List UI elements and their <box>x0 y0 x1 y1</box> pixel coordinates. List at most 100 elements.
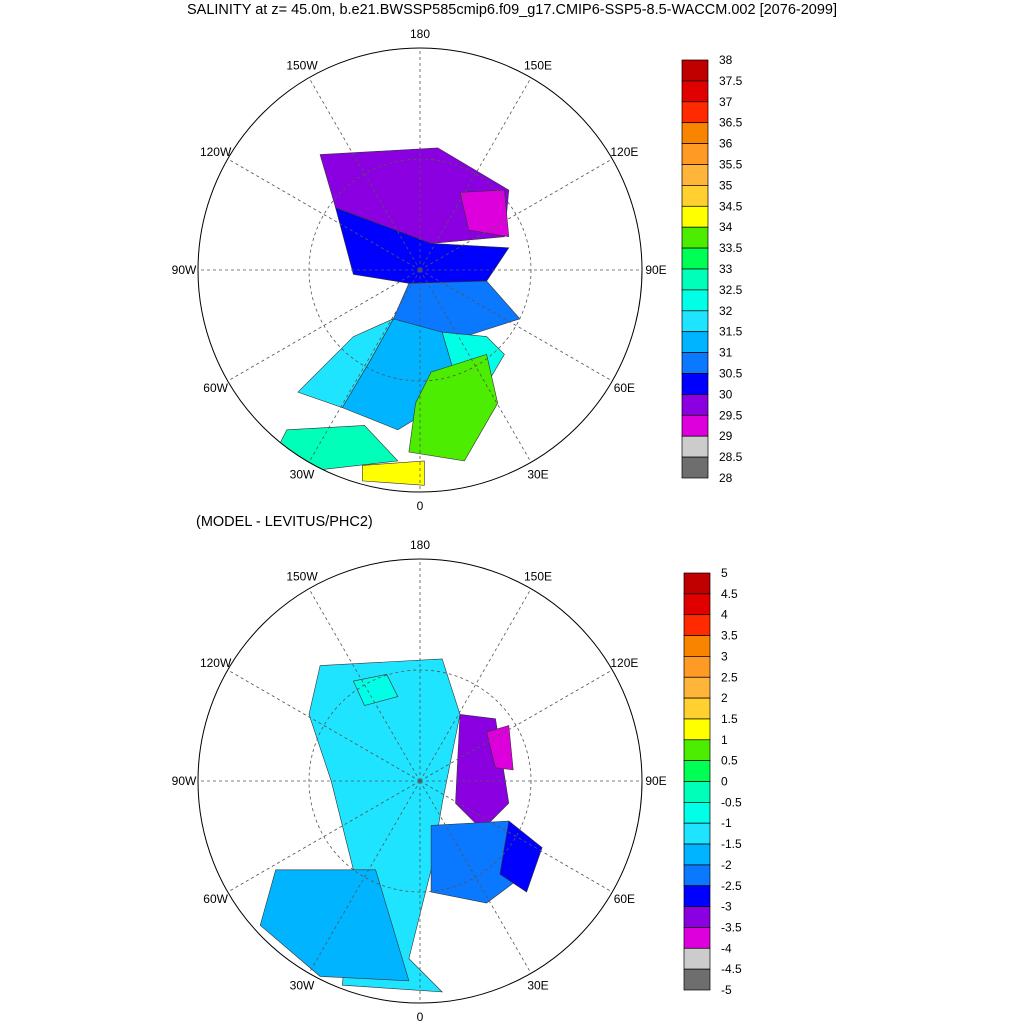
region-siberian-shelf <box>486 725 514 771</box>
colorbar-swatch <box>683 781 711 803</box>
colorbar-tick-label: 3.5 <box>721 629 738 643</box>
colorbar-swatch <box>683 697 711 720</box>
colorbar-tick-label: 34 <box>719 220 733 234</box>
colorbar-swatch <box>683 927 711 949</box>
meridian-line <box>308 588 421 782</box>
colorbar-swatch <box>681 101 709 124</box>
meridian-line <box>419 780 613 893</box>
map-boundary <box>197 558 643 1004</box>
meridian-line <box>227 158 421 271</box>
colorbar-tick-label: 29.5 <box>719 408 743 422</box>
longitude-label: 30E <box>527 467 548 481</box>
colorbar-swatch <box>683 572 711 595</box>
meridian-line <box>227 269 421 382</box>
colorbar-tick-label: 4.5 <box>721 587 738 601</box>
meridian-line <box>419 158 613 271</box>
polar-map-1: 180 150E 120E 90E 60E 30E 0 30W 60W 90W 120W 150W <box>172 27 667 513</box>
colorbar-swatch <box>683 676 711 699</box>
longitude-label: 180 <box>410 538 430 552</box>
colorbar-swatch <box>681 456 709 479</box>
colorbar-swatch <box>681 59 709 82</box>
colorbar-swatch <box>683 739 711 761</box>
longitude-label: 150W <box>286 570 318 584</box>
chart-title: SALINITY at z= 45.0m, b.e21.BWSSP585cmip… <box>186 2 837 18</box>
colorbar-swatch <box>683 801 711 824</box>
colorbar-swatch <box>683 635 711 657</box>
colorbar-swatch <box>683 593 711 616</box>
colorbar-swatch <box>683 968 711 991</box>
colorbar-swatch <box>681 205 709 228</box>
meridian-line <box>308 77 421 271</box>
colorbar-tick-label: 1 <box>721 733 728 747</box>
colorbar-tick-label: -2 <box>721 858 732 872</box>
longitude-label: 30E <box>527 978 548 992</box>
colorbar-tick-label: 29 <box>719 429 733 443</box>
colorbar-swatch <box>683 864 711 887</box>
colorbar-swatch <box>681 373 709 395</box>
colorbar-tick-label: -3 <box>721 900 732 914</box>
map-boundary <box>197 47 643 493</box>
colorbar-swatch <box>681 352 709 374</box>
colorbar-swatch <box>681 394 709 416</box>
colorbar-tick-label: -4.5 <box>721 962 742 976</box>
longitude-label: 180 <box>410 27 430 41</box>
colorbar-tick-label: 35.5 <box>719 158 743 172</box>
colorbar-tick-label: 33.5 <box>719 241 743 255</box>
colorbar-swatch <box>683 906 711 928</box>
longitude-label: 30W <box>290 467 315 481</box>
colorbar-tick-label: 33 <box>719 262 733 276</box>
colorbar-swatch <box>683 718 711 741</box>
colorbar-swatch <box>683 843 711 866</box>
colorbar-swatch <box>681 268 709 291</box>
colorbar-swatch <box>681 435 709 458</box>
colorbar-swatch <box>681 226 709 249</box>
meridian-line <box>419 77 532 271</box>
colorbar-tick-label: -3.5 <box>721 920 742 934</box>
colorbar-swatch <box>681 289 709 312</box>
colorbar-1: 38 37.5 37 36.5 36 35.5 35 34.5 34 33.5 33 32.5 32 31… <box>681 53 743 485</box>
colorbar-swatch <box>681 164 709 186</box>
colorbar-tick-label: 0.5 <box>721 754 738 768</box>
chart-subtitle: (MODEL - LEVITUS/PHC2) <box>196 514 373 530</box>
colorbar-swatch <box>683 885 711 907</box>
meridian-line <box>419 780 532 974</box>
colorbar-tick-label: 36 <box>719 137 733 151</box>
longitude-label: 0 <box>417 1010 424 1024</box>
region-basin <box>308 658 461 993</box>
longitude-label: 120E <box>610 656 638 670</box>
longitude-label: 90E <box>645 774 666 788</box>
meridian-line <box>419 269 532 463</box>
longitude-label: 90W <box>172 774 197 788</box>
longitude-label: 90E <box>645 263 666 277</box>
longitude-label: 120E <box>610 145 638 159</box>
region-kara <box>499 820 543 893</box>
longitude-label: 90W <box>172 263 197 277</box>
colorbar-tick-label: 2.5 <box>721 670 738 684</box>
longitude-label: 150E <box>524 59 552 73</box>
meridian-line <box>419 269 613 382</box>
region-atlantic <box>259 869 410 982</box>
colorbar-swatch <box>681 310 709 333</box>
colorbar-swatch <box>683 614 711 636</box>
colorbar-tick-label: 1.5 <box>721 712 738 726</box>
longitude-label: 60E <box>614 892 635 906</box>
longitude-label: 150W <box>286 59 318 73</box>
colorbar-tick-label: 2 <box>721 691 728 705</box>
colorbar-tick-label: 35 <box>719 178 733 192</box>
meridian-line <box>308 780 421 974</box>
colorbar-swatch <box>683 947 711 970</box>
colorbar-swatch <box>683 822 711 845</box>
colorbar-swatch <box>681 143 709 165</box>
meridian-line <box>419 588 532 782</box>
colorbar-swatch <box>681 122 709 144</box>
colorbar-tick-label: -4 <box>721 941 732 955</box>
colorbar-tick-label: -2.5 <box>721 879 742 893</box>
colorbar-tick-label: 32.5 <box>719 283 743 297</box>
colorbar-swatch <box>681 414 709 437</box>
colorbar-tick-label: 28 <box>719 471 733 485</box>
colorbar-swatch <box>681 80 709 103</box>
colorbar-tick-label: 3 <box>721 649 728 663</box>
colorbar-tick-label: 0 <box>721 775 728 789</box>
colorbar-swatch <box>683 656 711 678</box>
colorbar-tick-label: 30.5 <box>719 367 743 381</box>
